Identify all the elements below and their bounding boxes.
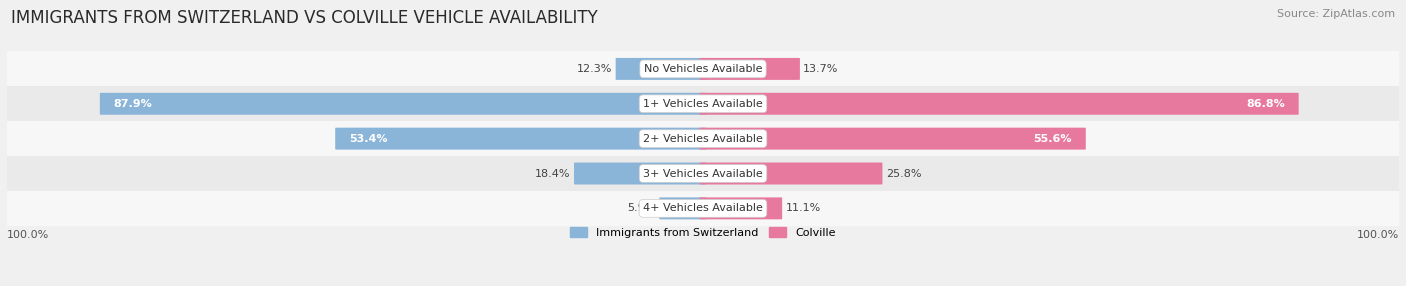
Text: 4+ Vehicles Available: 4+ Vehicles Available (643, 203, 763, 213)
Text: 100.0%: 100.0% (7, 230, 49, 240)
Text: 2+ Vehicles Available: 2+ Vehicles Available (643, 134, 763, 144)
Text: 55.6%: 55.6% (1033, 134, 1073, 144)
FancyBboxPatch shape (616, 58, 706, 80)
Bar (7, 86, 1399, 121)
Text: 18.4%: 18.4% (536, 168, 571, 178)
FancyBboxPatch shape (700, 197, 782, 219)
Legend: Immigrants from Switzerland, Colville: Immigrants from Switzerland, Colville (571, 227, 835, 238)
FancyBboxPatch shape (700, 162, 883, 184)
Text: 3+ Vehicles Available: 3+ Vehicles Available (643, 168, 763, 178)
Text: 25.8%: 25.8% (886, 168, 921, 178)
Text: 1+ Vehicles Available: 1+ Vehicles Available (643, 99, 763, 109)
Text: IMMIGRANTS FROM SWITZERLAND VS COLVILLE VEHICLE AVAILABILITY: IMMIGRANTS FROM SWITZERLAND VS COLVILLE … (11, 9, 598, 27)
Text: 53.4%: 53.4% (349, 134, 388, 144)
FancyBboxPatch shape (700, 128, 1085, 150)
Text: 5.9%: 5.9% (627, 203, 657, 213)
Bar (7, 156, 1399, 191)
FancyBboxPatch shape (659, 197, 706, 219)
FancyBboxPatch shape (335, 128, 706, 150)
Text: 86.8%: 86.8% (1246, 99, 1285, 109)
Bar (7, 51, 1399, 86)
Text: 100.0%: 100.0% (1357, 230, 1399, 240)
Text: 11.1%: 11.1% (786, 203, 821, 213)
Text: 13.7%: 13.7% (803, 64, 838, 74)
Text: 12.3%: 12.3% (576, 64, 612, 74)
FancyBboxPatch shape (100, 93, 706, 115)
FancyBboxPatch shape (700, 58, 800, 80)
Text: No Vehicles Available: No Vehicles Available (644, 64, 762, 74)
Text: Source: ZipAtlas.com: Source: ZipAtlas.com (1277, 9, 1395, 19)
Bar (7, 121, 1399, 156)
FancyBboxPatch shape (574, 162, 706, 184)
FancyBboxPatch shape (700, 93, 1299, 115)
Bar (7, 191, 1399, 226)
Text: 87.9%: 87.9% (114, 99, 152, 109)
